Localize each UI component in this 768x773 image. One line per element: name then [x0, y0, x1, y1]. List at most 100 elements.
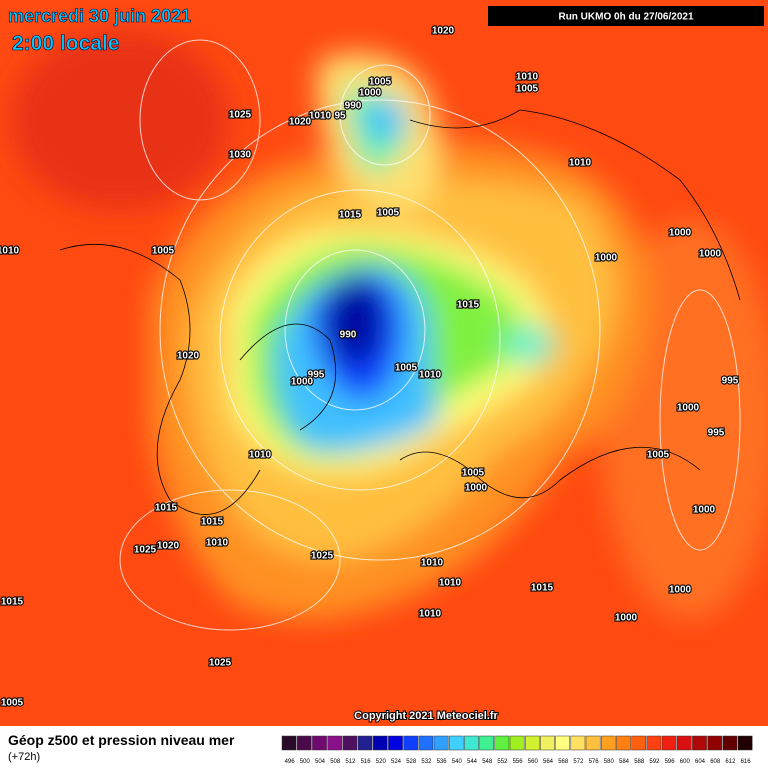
scale-label: 596 [665, 759, 676, 765]
isobar-label: 1015 [531, 583, 554, 594]
isobar-label: 1000 [669, 228, 692, 239]
scale-swatch [692, 735, 707, 751]
isobar-label: 1020 [157, 541, 180, 552]
scale-label: 516 [361, 759, 372, 765]
isobar-label: 1020 [289, 117, 312, 128]
scale-label: 600 [680, 759, 691, 765]
scale-swatch [327, 735, 343, 751]
scale-label: 576 [589, 759, 600, 765]
scale-swatch [296, 735, 312, 751]
isobar-label: 1005 [395, 363, 418, 374]
scale-label: 528 [406, 759, 417, 765]
isobar-label: 1015 [457, 300, 480, 311]
scale-swatch [464, 735, 479, 751]
isobar-label: 1005 [369, 77, 392, 88]
isobar-label: 1000 [465, 483, 488, 494]
run-box [488, 6, 764, 26]
isobar-label: 1015 [339, 210, 362, 221]
scale-swatch [448, 735, 464, 751]
run-info: Run UKMO 0h du 27/06/2021 [558, 12, 693, 23]
isobar-label: 1020 [177, 351, 200, 362]
isobar-label: 1005 [516, 84, 539, 95]
scale-swatch [524, 735, 540, 751]
isobar-label: 1010 [439, 578, 462, 589]
scale-swatch [616, 735, 631, 751]
coastlines [59, 109, 741, 515]
isobar-label: 1020 [432, 26, 455, 37]
isobar-label: 1010 [249, 450, 272, 461]
scale-swatch [707, 735, 723, 751]
scale-swatch [570, 735, 586, 751]
isobar-label: 990 [345, 101, 362, 112]
isobar-label: 1005 [152, 246, 175, 257]
scale-label: 520 [376, 759, 387, 765]
isobar-label: 1005 [647, 450, 670, 461]
scale-swatch [646, 735, 662, 751]
date: mercredi 30 juin 2021 [8, 6, 191, 26]
isobar-label: 1010 [516, 72, 539, 83]
scale-label: 572 [573, 759, 584, 765]
scale-swatch [479, 735, 495, 751]
scale-swatch [676, 735, 692, 751]
isobar-label: 1000 [677, 403, 700, 414]
scale-swatch [722, 735, 738, 751]
isobar-label: 1010 [206, 538, 229, 549]
isobar-label: 1005 [1, 698, 24, 709]
isobar-label: 1015 [1, 597, 24, 608]
isobar-label: 1025 [311, 551, 334, 562]
time: 2:00 locale [12, 32, 119, 55]
scale-label: 588 [634, 759, 645, 765]
scale-swatch [737, 735, 753, 751]
scale-label: 568 [558, 759, 569, 765]
scale-label: 496 [285, 759, 296, 765]
scale-swatch [509, 735, 525, 751]
scale-label: 580 [604, 759, 615, 765]
scale-swatch [631, 735, 647, 751]
scale-label: 564 [543, 759, 554, 765]
scale-swatch [403, 735, 419, 751]
isobar-label: 1025 [229, 110, 252, 121]
scale-label: 548 [482, 759, 493, 765]
scale-swatch [418, 735, 434, 751]
scale-label: 584 [619, 759, 630, 765]
copyright: Copyright 2021 Meteociel.fr [354, 710, 498, 722]
isobar-label: 1010 [419, 370, 442, 381]
scale-swatch [433, 735, 449, 751]
scale-label: 612 [725, 759, 736, 765]
isobar-label: 1015 [155, 503, 178, 514]
isobar-label: 1010 [419, 609, 442, 620]
isobar-label: 1000 [615, 613, 638, 624]
isobar-label: 1000 [693, 505, 716, 516]
scale-label: 556 [513, 759, 524, 765]
isobar-label: 1000 [699, 249, 722, 260]
isobar-label: 1025 [209, 658, 232, 669]
isobar-label: 1010 [569, 158, 592, 169]
isobar-label: 95 [334, 111, 346, 122]
scale-swatch [388, 735, 403, 751]
lead-time: (+72h) [8, 751, 40, 763]
scale-label: 500 [300, 759, 311, 765]
isobar-label: 1000 [291, 377, 314, 388]
isobar-label: 1025 [134, 545, 157, 556]
scale-label: 540 [452, 759, 463, 765]
scale-swatch [312, 735, 327, 751]
isobar-label: 990 [340, 330, 357, 341]
isobar-label: 995 [722, 376, 739, 387]
isobar-label: 1010 [309, 111, 332, 122]
isobars [119, 39, 741, 631]
scale-label: 536 [437, 759, 448, 765]
scale-label: 544 [467, 759, 478, 765]
scale-label: 608 [710, 759, 721, 765]
isobar-label: 1000 [669, 585, 692, 596]
scale-label: 616 [741, 759, 752, 765]
scale-swatch [555, 735, 571, 751]
isobar-label: 1030 [229, 150, 252, 161]
scale-label: 532 [421, 759, 432, 765]
scale-swatch [342, 735, 358, 751]
scale-swatch [357, 735, 373, 751]
isobar-label: 995 [708, 428, 725, 439]
isobar-label: 995 [308, 370, 325, 381]
scale-swatch [372, 735, 388, 751]
